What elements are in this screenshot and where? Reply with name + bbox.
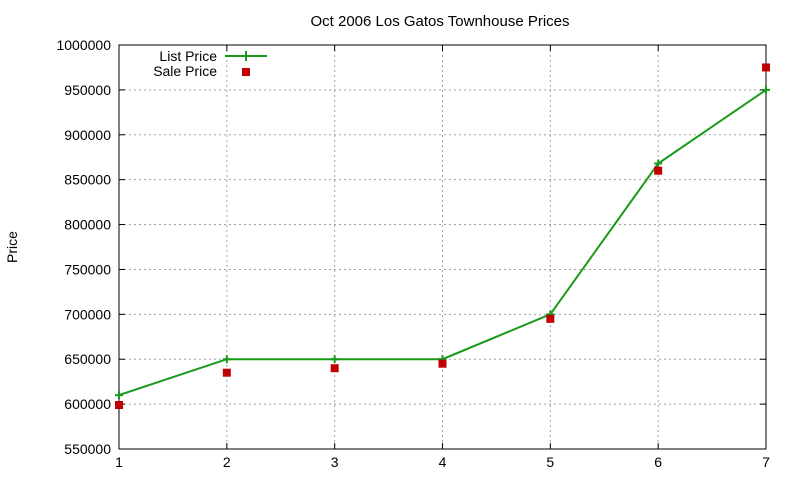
y-axis-label: Price xyxy=(4,231,20,263)
legend-marker-sale-price xyxy=(242,68,250,76)
point-sale-price xyxy=(115,401,123,410)
point-list-price xyxy=(115,391,123,400)
grid xyxy=(119,45,766,449)
point-sale-price xyxy=(222,368,231,377)
y-tick-label: 1000000 xyxy=(56,37,111,53)
legend: List Price Sale Price xyxy=(153,48,267,79)
y-tick-label: 700000 xyxy=(64,306,111,322)
point-list-price xyxy=(222,355,231,364)
legend-marker-list-price xyxy=(241,51,251,61)
point-list-price xyxy=(330,355,339,364)
y-tick-label: 900000 xyxy=(64,127,111,143)
legend-label-list-price: List Price xyxy=(159,48,217,64)
point-sale-price xyxy=(438,359,447,368)
point-sale-price xyxy=(762,63,770,72)
y-tick-label: 850000 xyxy=(64,172,111,188)
x-tick-label: 7 xyxy=(762,454,770,470)
point-sale-price xyxy=(654,166,663,175)
ticks: 550000 600000 650000 700000 750000 800000 8500… xyxy=(56,37,770,470)
x-tick-label: 3 xyxy=(331,454,339,470)
y-tick-label: 650000 xyxy=(64,351,111,367)
y-tick-label: 950000 xyxy=(64,82,111,98)
series-list-price xyxy=(115,85,770,400)
series-sale-price xyxy=(115,63,770,410)
x-tick-label: 4 xyxy=(439,454,447,470)
x-tick-label: 6 xyxy=(654,454,662,470)
point-list-price xyxy=(654,159,663,168)
y-tick-label: 550000 xyxy=(64,441,111,457)
y-tick-label: 800000 xyxy=(64,217,111,233)
x-tick-label: 1 xyxy=(115,454,123,470)
y-tick-label: 750000 xyxy=(64,261,111,277)
legend-label-sale-price: Sale Price xyxy=(153,63,217,79)
point-list-price xyxy=(762,85,770,94)
y-tick-label: 600000 xyxy=(64,396,111,412)
chart-title: Oct 2006 Los Gatos Townhouse Prices xyxy=(310,13,569,30)
series-layer xyxy=(115,63,770,410)
point-sale-price xyxy=(330,364,339,373)
x-tick-label: 5 xyxy=(546,454,554,470)
x-tick-label: 2 xyxy=(223,454,231,470)
point-sale-price xyxy=(546,314,555,323)
plot-frame xyxy=(118,44,767,450)
